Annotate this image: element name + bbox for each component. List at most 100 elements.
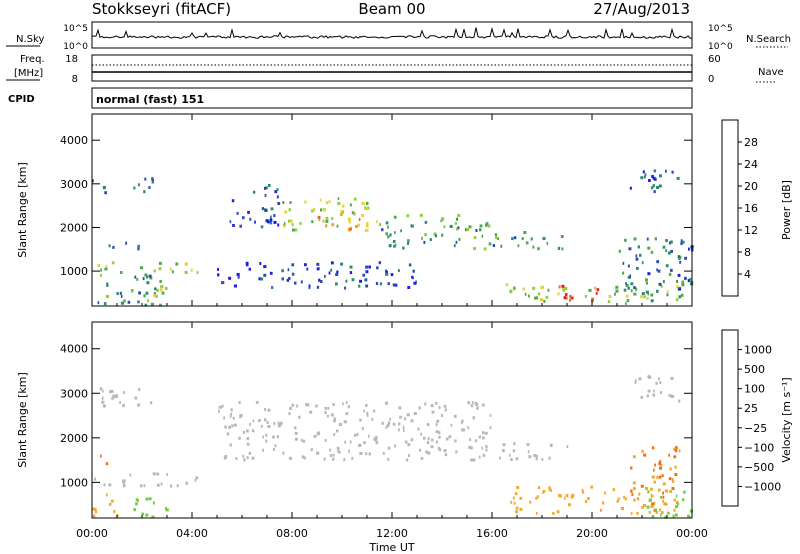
power-echo-cell <box>594 286 597 290</box>
power-echo-cell <box>455 240 458 244</box>
power-echo-cell <box>120 271 123 274</box>
power-echo-cell <box>670 249 673 253</box>
velocity-echo-cell <box>634 381 637 385</box>
velocity-echo-cell <box>333 433 336 437</box>
velocity-echo-cell <box>512 449 516 453</box>
velocity-echo-cell <box>307 403 310 407</box>
velocity-echo-cell <box>482 431 485 435</box>
velocity-echo-cell <box>332 457 335 461</box>
velocity-echo-cell <box>653 468 655 472</box>
power-echo-cell <box>120 294 123 298</box>
nave-label: Nave <box>758 67 784 78</box>
velocity-echo-cell <box>567 503 572 507</box>
velocity-echo-cell <box>260 424 263 428</box>
power-echo-cell <box>229 220 232 224</box>
velocity-echo-cell <box>349 440 352 444</box>
velocity-echo-cell <box>94 507 97 511</box>
power-echo-cell <box>264 193 267 197</box>
power-echo-cell <box>670 268 673 272</box>
power-echo-cell <box>646 296 649 300</box>
power-echo-cell <box>319 280 323 283</box>
power-echo-cell <box>116 292 119 296</box>
colorbar-tick-label: 24 <box>744 158 758 171</box>
velocity-echo-cell <box>437 431 441 435</box>
power-echo-cell <box>119 291 122 295</box>
velocity-echo-cell <box>468 445 472 449</box>
power-echo-cell <box>328 271 331 275</box>
power-echo-cell <box>629 274 632 278</box>
colorbar-tick-label: −500 <box>744 461 774 474</box>
noise-right-tick-high: 10^5 <box>708 24 733 34</box>
power-echo-cell <box>675 298 679 302</box>
power-echo-cell <box>654 237 657 241</box>
power-echo-cell <box>665 239 668 243</box>
velocity-echo-cell <box>262 435 264 439</box>
velocity-y-axis: 1000 2000 3000 4000 <box>60 343 692 489</box>
power-echo-cell <box>158 267 162 271</box>
velocity-echo-cell <box>630 512 633 515</box>
power-echo-cell <box>441 233 444 237</box>
power-echo-cell <box>322 208 326 212</box>
velocity-echo-cell <box>337 449 340 453</box>
power-echo-cell <box>258 277 262 281</box>
velocity-echo-cell <box>658 508 662 512</box>
power-echo-cell <box>273 220 277 224</box>
power-echo-cell <box>361 214 364 217</box>
velocity-echo-cell <box>417 427 420 431</box>
velocity-echo-cell <box>632 455 636 459</box>
velocity-echo-cell <box>654 463 656 467</box>
power-panel-background <box>92 114 692 306</box>
date-title: 27/Aug/2013 <box>593 0 690 18</box>
power-echo-cell <box>100 268 102 272</box>
power-echo-cell <box>336 270 339 274</box>
station-title: Stokkseyri (fitACF) <box>92 0 231 18</box>
velocity-echo-cell <box>469 438 472 442</box>
velocity-echo-cell <box>420 432 423 436</box>
power-echo-cell <box>349 271 353 275</box>
velocity-echo-cell <box>445 437 449 441</box>
freq-left-tick-high: 18 <box>65 54 78 65</box>
power-echo-cell <box>311 209 314 213</box>
velocity-echo-cell <box>683 490 686 494</box>
y-tick-label: 4000 <box>60 343 88 356</box>
velocity-echo-cell <box>354 433 357 437</box>
velocity-echo-cell <box>671 394 675 398</box>
velocity-echo-cell <box>650 505 654 508</box>
velocity-echo-cell <box>110 389 114 393</box>
velocity-echo-cell <box>93 514 96 518</box>
power-ylabel: Slant Range [km] <box>16 162 29 258</box>
velocity-echo-cell <box>410 438 414 442</box>
power-echo-cell <box>316 285 320 289</box>
power-echo-cell <box>532 245 535 249</box>
velocity-echo-cells <box>92 374 693 519</box>
velocity-echo-cell <box>548 456 551 460</box>
power-echo-cell <box>521 237 524 241</box>
power-echo-cell <box>456 217 459 221</box>
power-echo-cell <box>479 224 483 228</box>
colorbar-tick-label: 500 <box>744 363 765 376</box>
velocity-echo-cell <box>94 477 97 481</box>
velocity-echo-cell <box>519 496 523 500</box>
power-echo-cell <box>614 292 616 296</box>
velocity-echo-cell <box>640 395 643 399</box>
power-echo-cell <box>680 242 683 246</box>
velocity-echo-cell <box>482 436 485 440</box>
velocity-echo-cell <box>537 486 541 490</box>
power-echo-cell <box>665 169 667 173</box>
velocity-echo-cell <box>623 495 626 499</box>
velocity-echo-cell <box>294 426 297 430</box>
power-echo-cell <box>676 285 680 289</box>
velocity-echo-cell <box>246 437 250 441</box>
velocity-echo-cell <box>122 481 125 485</box>
power-echo-cell <box>347 217 351 221</box>
velocity-echo-cell <box>689 509 693 513</box>
velocity-echo-cell <box>659 466 663 470</box>
colorbar-tick-label: −25 <box>744 422 767 435</box>
velocity-echo-cell <box>361 426 364 430</box>
power-echo-cell <box>500 244 503 248</box>
power-echo-cell <box>288 219 291 223</box>
power-echo-cell <box>104 267 108 271</box>
noise-sky-line <box>91 26 693 39</box>
cpid-value: normal (fast) 151 <box>96 93 204 106</box>
velocity-echo-cell <box>669 490 672 493</box>
